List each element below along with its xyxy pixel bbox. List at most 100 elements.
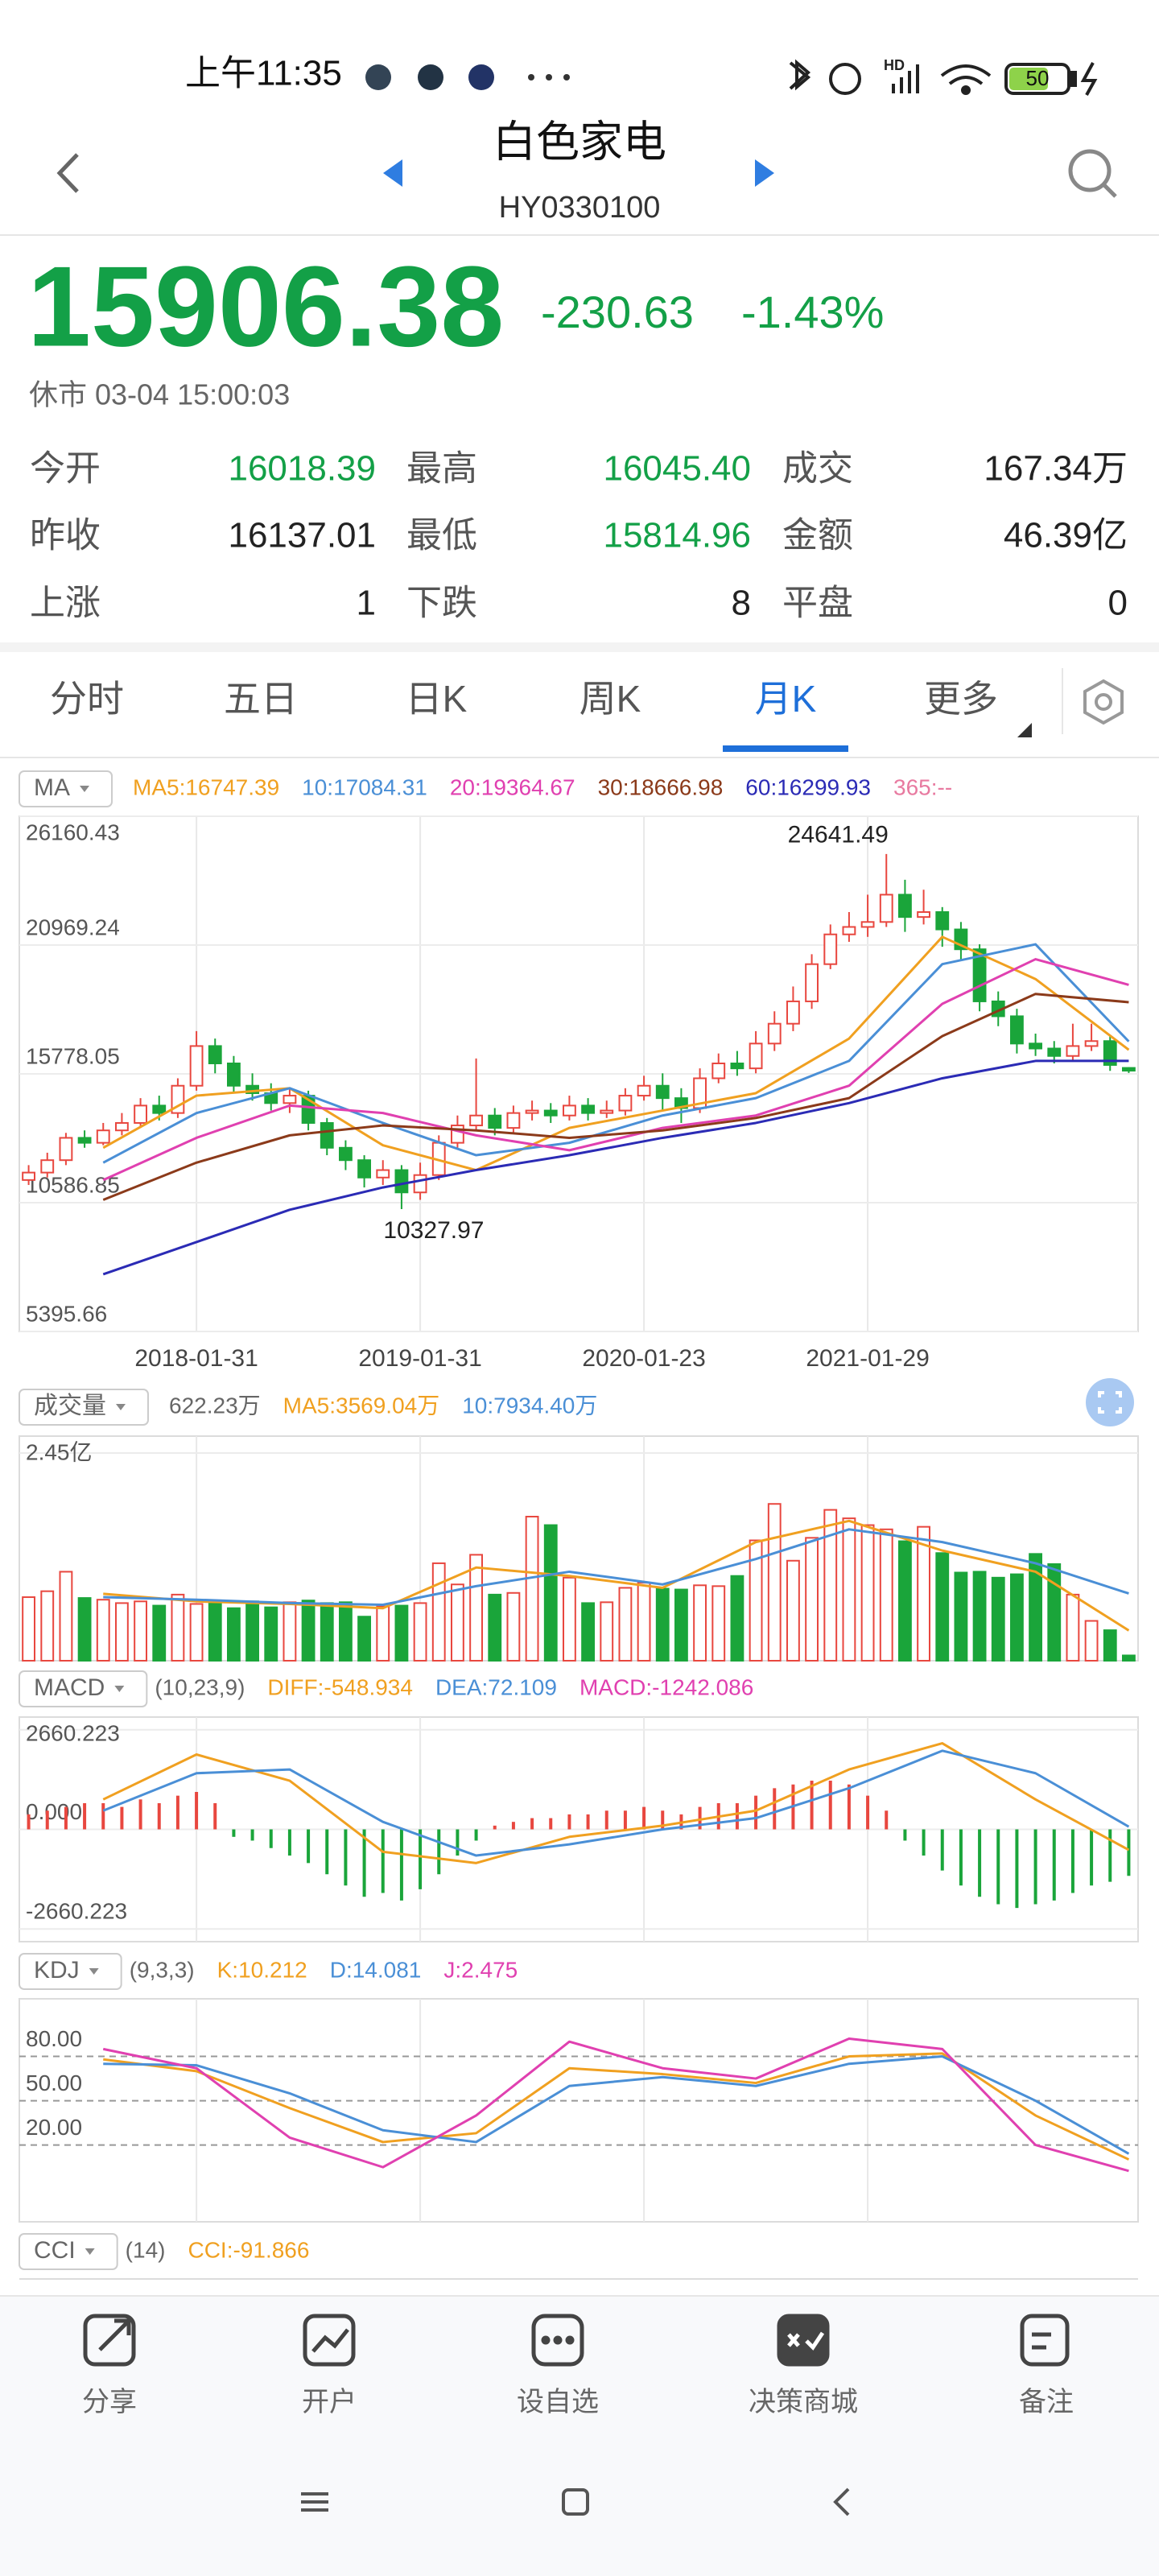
candle-body xyxy=(879,894,893,923)
volume-bar xyxy=(152,1604,167,1662)
y-tick-label: 5395.66 xyxy=(26,1301,107,1326)
candle-body xyxy=(339,1146,353,1162)
volume-bar xyxy=(96,1599,110,1662)
tab[interactable]: 更多 xyxy=(924,678,998,720)
candle-body xyxy=(227,1062,241,1087)
indicator-button[interactable] xyxy=(19,2233,118,2270)
volume-bar xyxy=(618,1587,633,1662)
y-tick-label: 15778.05 xyxy=(26,1043,120,1068)
volume-bar xyxy=(264,1606,278,1662)
candle-body xyxy=(488,1114,502,1129)
nav-label[interactable]: 分享 xyxy=(82,2387,137,2417)
volume-bar xyxy=(786,1559,800,1662)
indicator-button[interactable] xyxy=(19,1670,148,1707)
stat-value: 15814.96 xyxy=(603,516,751,555)
volume-bar xyxy=(711,1585,726,1662)
dropdown-arrow xyxy=(89,1968,99,1975)
system-nav[interactable] xyxy=(301,2487,850,2516)
tab[interactable]: 五日 xyxy=(224,678,298,720)
candle-body xyxy=(749,1042,763,1070)
legend-entry: J:2.475 xyxy=(443,1957,518,1982)
y-tick-label: 80.00 xyxy=(26,2026,82,2051)
indicator-button-label[interactable]: MA xyxy=(34,774,70,801)
candle-body xyxy=(860,921,875,928)
volume-toggle[interactable] xyxy=(1086,1378,1134,1426)
dropdown-arrow xyxy=(116,1404,126,1410)
candle-body xyxy=(1103,1040,1117,1066)
indicator-button[interactable] xyxy=(19,770,113,807)
indicator-line xyxy=(102,1749,1130,1857)
nav-label[interactable]: 设自选 xyxy=(517,2387,599,2417)
indicator-button-label[interactable]: MACD xyxy=(34,1674,105,1701)
x-tick-label: 2021-01-29 xyxy=(806,1345,929,1372)
stat-label: 今开 xyxy=(30,449,101,489)
stat-value: 0 xyxy=(1108,584,1128,623)
nav-icons xyxy=(83,2314,1070,2367)
volume-bar xyxy=(189,1603,204,1662)
candle-body xyxy=(320,1121,334,1149)
candle-body xyxy=(77,1137,92,1144)
prev-button[interactable] xyxy=(383,159,402,187)
volume-bar xyxy=(860,1524,875,1662)
indicator-line xyxy=(103,1528,1129,1607)
chart-frame xyxy=(19,1998,1139,2223)
y-tick-label: 20.00 xyxy=(26,2115,82,2140)
volume-bar xyxy=(1047,1563,1062,1662)
stat-value: 46.39亿 xyxy=(1004,516,1128,555)
stat-value: 16018.39 xyxy=(228,449,376,489)
volume-bar xyxy=(40,1590,55,1662)
volume-bar xyxy=(693,1584,707,1662)
next-button[interactable] xyxy=(755,159,774,187)
indicator-line xyxy=(102,2037,1129,2173)
indicator-button-label[interactable]: KDJ xyxy=(34,1957,80,1984)
indicator-button-label[interactable]: CCI xyxy=(34,2237,76,2264)
candle-body xyxy=(208,1045,222,1064)
title: 白色家电 xyxy=(493,118,666,166)
candle-body xyxy=(394,1169,409,1194)
tab[interactable]: 日K xyxy=(406,678,468,720)
legend-entry: 365:-- xyxy=(893,774,952,799)
legend-entry: MACD:-1242.086 xyxy=(580,1674,753,1699)
candle-body xyxy=(917,910,930,919)
legend-entry: 10:17084.31 xyxy=(302,774,427,799)
stat-value: 1 xyxy=(357,584,376,623)
volume-bar xyxy=(77,1597,92,1662)
volume-bar xyxy=(394,1604,409,1662)
volume-bar xyxy=(283,1601,297,1662)
volume-bar xyxy=(1029,1553,1042,1662)
indicator-button[interactable] xyxy=(19,1953,122,1990)
candle-body xyxy=(563,1104,576,1117)
candle-body xyxy=(786,1000,800,1025)
back-button[interactable] xyxy=(56,153,79,193)
volume-bar xyxy=(227,1607,241,1662)
nav-label[interactable]: 开户 xyxy=(302,2387,357,2417)
indicator-button-label[interactable]: 成交量 xyxy=(34,1393,106,1419)
y-tick-label: 26160.43 xyxy=(26,819,120,844)
volume-bar xyxy=(1103,1629,1117,1662)
volume-bar xyxy=(730,1575,744,1662)
tab[interactable]: 月K xyxy=(755,678,817,720)
volume-bar xyxy=(935,1552,950,1662)
candle-body xyxy=(506,1112,521,1129)
candle-body xyxy=(581,1104,595,1114)
volume-bar xyxy=(563,1576,576,1662)
indicator-button[interactable] xyxy=(19,1389,149,1426)
tab[interactable]: 周K xyxy=(580,678,641,720)
volume-bar xyxy=(506,1591,521,1662)
x-tick-label: 2019-01-31 xyxy=(358,1345,481,1372)
nav-label[interactable]: 决策商城 xyxy=(749,2387,858,2417)
volume-bar xyxy=(767,1503,782,1662)
legend-entry: 10:7934.40万 xyxy=(462,1393,597,1418)
nav-label[interactable]: 备注 xyxy=(1019,2387,1074,2417)
volume-bar xyxy=(413,1602,427,1662)
stat-value: 167.34万 xyxy=(984,449,1128,489)
candle-body xyxy=(618,1095,633,1112)
settings-button[interactable] xyxy=(1083,679,1124,725)
legend-entry: DIFF:-548.934 xyxy=(267,1674,413,1699)
tab[interactable]: 分时 xyxy=(50,678,124,720)
search-button[interactable] xyxy=(1068,149,1117,198)
volume-bar xyxy=(805,1537,819,1662)
x-tick-label: 2020-01-23 xyxy=(582,1345,705,1372)
stat-value: 16045.40 xyxy=(603,449,751,489)
candle-body xyxy=(823,933,838,965)
